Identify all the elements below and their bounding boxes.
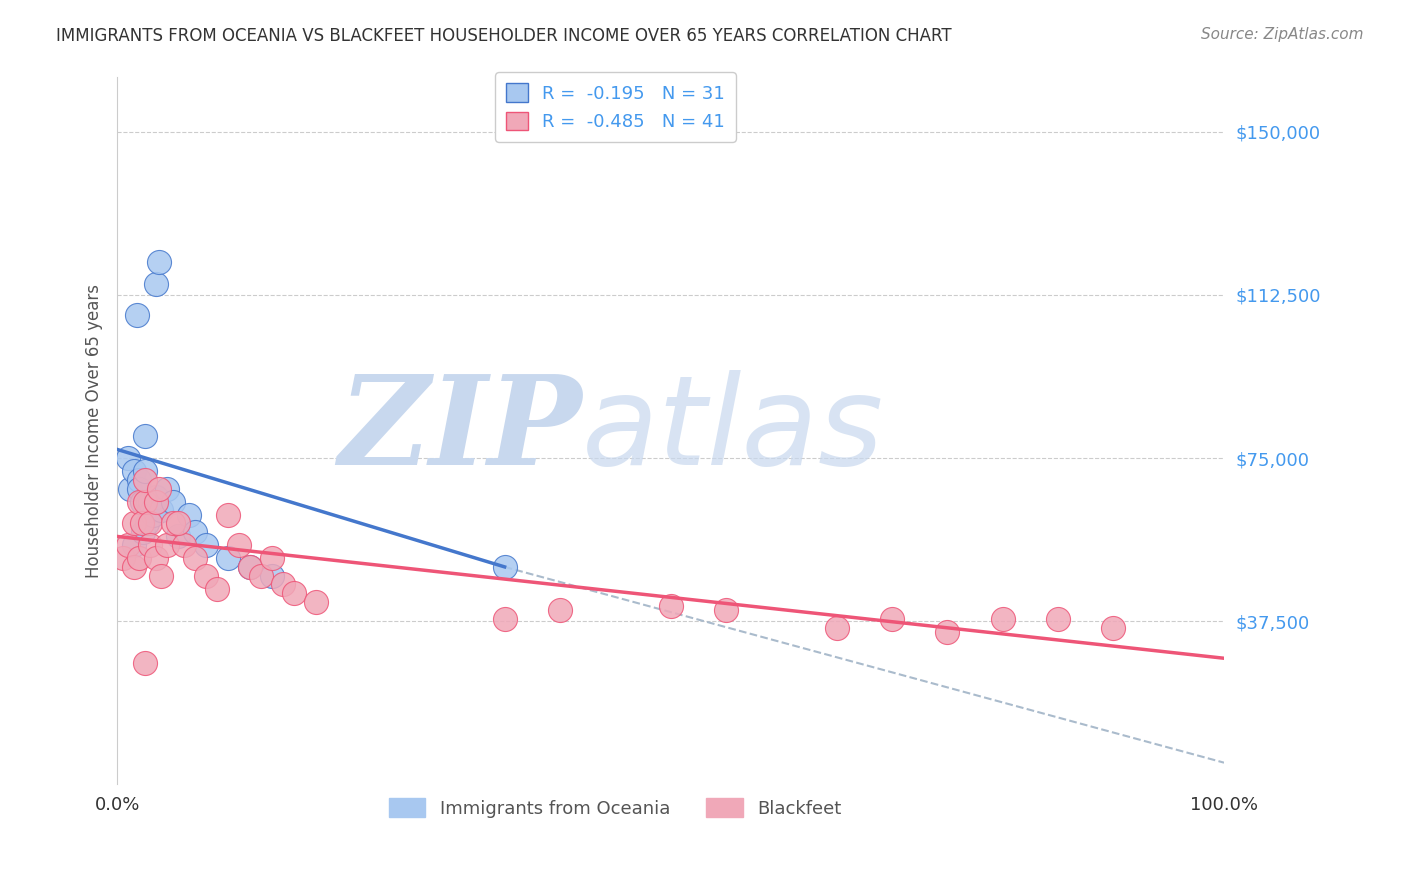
Point <box>205 582 228 596</box>
Point <box>131 525 153 540</box>
Point <box>138 503 160 517</box>
Point <box>548 603 571 617</box>
Legend: Immigrants from Oceania, Blackfeet: Immigrants from Oceania, Blackfeet <box>382 791 848 825</box>
Point <box>128 473 150 487</box>
Point <box>162 516 184 531</box>
Point <box>217 551 239 566</box>
Point <box>128 551 150 566</box>
Point <box>139 538 162 552</box>
Point <box>145 277 167 291</box>
Point <box>659 599 682 613</box>
Point <box>262 568 284 582</box>
Point <box>494 612 516 626</box>
Point <box>134 464 156 478</box>
Point <box>1047 612 1070 626</box>
Point <box>714 603 737 617</box>
Point <box>173 538 195 552</box>
Point <box>136 494 159 508</box>
Point <box>122 560 145 574</box>
Point <box>250 568 273 582</box>
Point <box>283 586 305 600</box>
Point <box>150 503 173 517</box>
Point <box>162 494 184 508</box>
Point <box>183 551 205 566</box>
Point <box>120 482 142 496</box>
Point <box>262 551 284 566</box>
Text: atlas: atlas <box>582 370 884 491</box>
Point <box>117 451 139 466</box>
Point <box>179 508 201 522</box>
Point <box>122 516 145 531</box>
Point <box>142 508 165 522</box>
Point <box>131 516 153 531</box>
Point <box>127 308 149 322</box>
Text: IMMIGRANTS FROM OCEANIA VS BLACKFEET HOUSEHOLDER INCOME OVER 65 YEARS CORRELATIO: IMMIGRANTS FROM OCEANIA VS BLACKFEET HOU… <box>56 27 952 45</box>
Point <box>825 621 848 635</box>
Point <box>494 560 516 574</box>
Point <box>148 255 170 269</box>
Point <box>156 482 179 496</box>
Point <box>145 494 167 508</box>
Point <box>117 538 139 552</box>
Point <box>156 538 179 552</box>
Point <box>271 577 294 591</box>
Text: ZIP: ZIP <box>339 370 582 491</box>
Point <box>141 503 163 517</box>
Point <box>136 516 159 531</box>
Point <box>134 429 156 443</box>
Point <box>128 482 150 496</box>
Point <box>134 494 156 508</box>
Point <box>167 516 190 531</box>
Point <box>167 529 190 543</box>
Point <box>936 625 959 640</box>
Point <box>239 560 262 574</box>
Point <box>991 612 1014 626</box>
Point <box>194 568 217 582</box>
Point <box>145 551 167 566</box>
Point <box>183 525 205 540</box>
Point <box>217 508 239 522</box>
Point <box>139 494 162 508</box>
Point <box>134 473 156 487</box>
Point <box>194 538 217 552</box>
Point <box>139 516 162 531</box>
Point <box>122 538 145 552</box>
Point <box>145 490 167 504</box>
Y-axis label: Householder Income Over 65 years: Householder Income Over 65 years <box>86 284 103 578</box>
Point <box>1102 621 1125 635</box>
Point <box>134 656 156 670</box>
Point <box>880 612 903 626</box>
Point <box>111 551 134 566</box>
Point <box>122 464 145 478</box>
Point <box>239 560 262 574</box>
Point <box>131 494 153 508</box>
Point <box>148 482 170 496</box>
Text: Source: ZipAtlas.com: Source: ZipAtlas.com <box>1201 27 1364 42</box>
Point <box>305 595 328 609</box>
Point <box>228 538 250 552</box>
Point <box>128 494 150 508</box>
Point <box>150 568 173 582</box>
